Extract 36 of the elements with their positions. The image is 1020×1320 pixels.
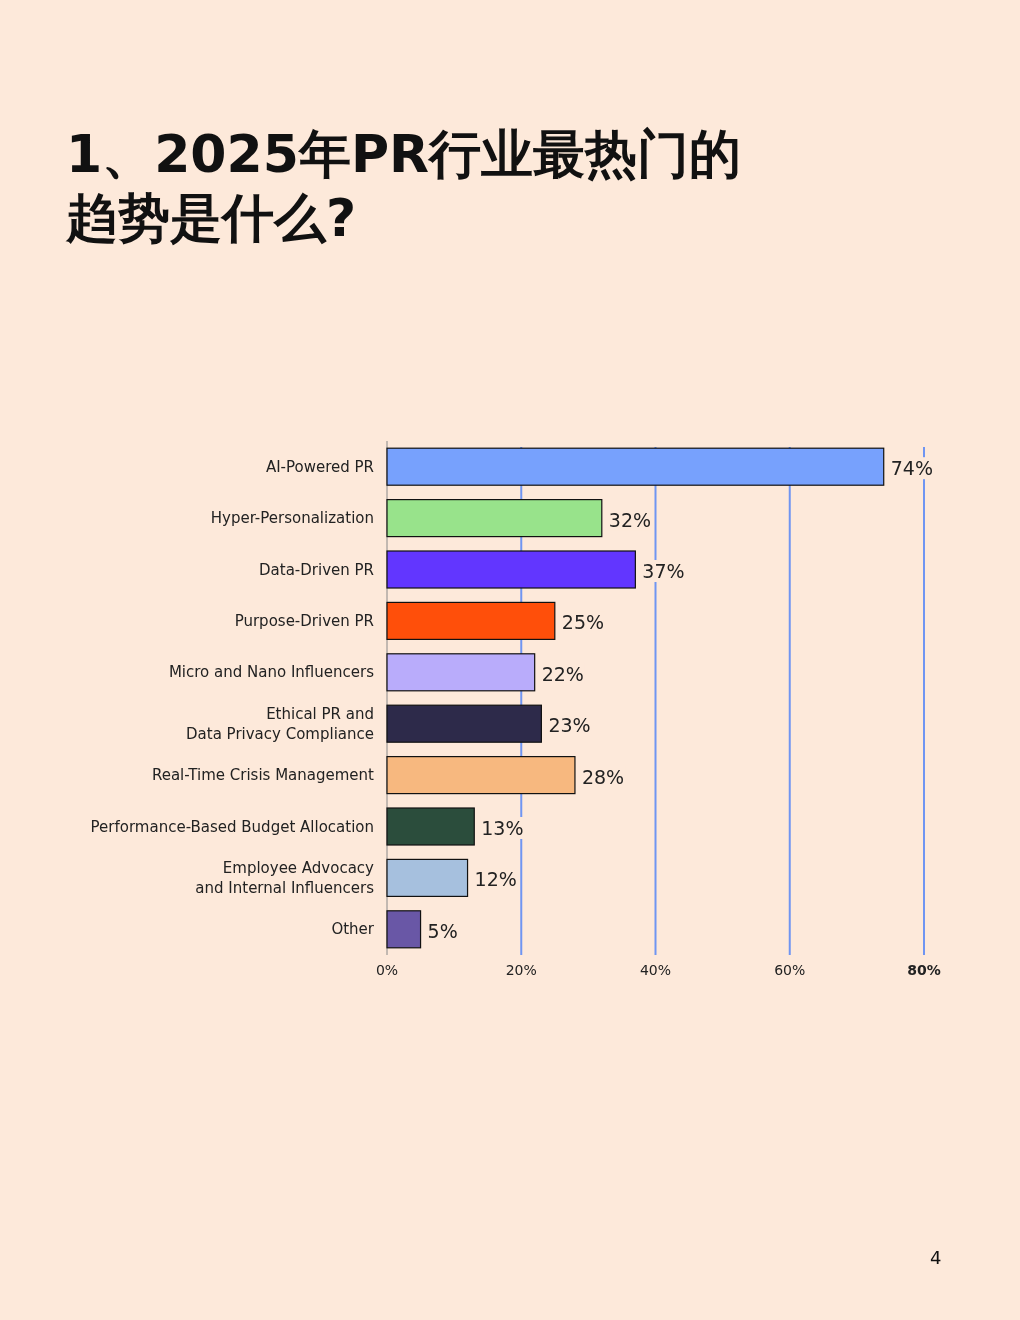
data-label: 32% bbox=[608, 508, 652, 531]
x-tick-label: 0% bbox=[375, 962, 399, 978]
y-tick-label: Hyper-Personalization bbox=[210, 509, 374, 528]
data-label: 28% bbox=[581, 765, 625, 788]
y-tick-label: Performance-Based Budget Allocation bbox=[90, 817, 374, 836]
data-label: 25% bbox=[561, 611, 605, 634]
y-tick-label: Purpose-Driven PR bbox=[234, 611, 374, 630]
bar bbox=[386, 910, 422, 949]
data-label: 37% bbox=[642, 560, 685, 582]
data-label: 22% bbox=[541, 662, 584, 685]
text: 4 bbox=[930, 1247, 942, 1268]
x-tick-label: 20% bbox=[505, 962, 537, 978]
x-tick-label: 40% bbox=[639, 962, 672, 978]
y-tick-label: Employee Advocacy and Internal Influencers bbox=[195, 858, 375, 897]
data-label: 12% bbox=[474, 868, 517, 891]
bar bbox=[386, 499, 603, 538]
bar bbox=[386, 807, 475, 846]
data-label: 23% bbox=[548, 714, 591, 737]
bar bbox=[386, 858, 469, 897]
x-tick-label: 60% bbox=[774, 962, 806, 978]
bar bbox=[386, 601, 556, 640]
data-label: 5% bbox=[427, 919, 458, 942]
y-tick-label: Ethical PR and Data Privacy Compliance bbox=[186, 704, 374, 743]
y-tick-label: AI-Powered PR bbox=[265, 457, 374, 476]
x-tick-label: 80% bbox=[907, 962, 941, 978]
chart-title: 1、2025年PR行业最热门的趋势是什么? bbox=[66, 123, 743, 250]
data-label: 13% bbox=[481, 817, 524, 839]
y-tick-label: Other bbox=[331, 920, 375, 939]
y-tick-label: Data-Driven PR bbox=[259, 560, 374, 579]
bar bbox=[386, 653, 536, 692]
y-tick-label: Micro and Nano Influencers bbox=[168, 663, 375, 682]
y-tick-label: Real-Time Crisis Management bbox=[151, 766, 375, 785]
bar bbox=[386, 704, 542, 743]
bar bbox=[386, 756, 576, 795]
data-label: 74% bbox=[890, 457, 933, 480]
bar bbox=[386, 550, 636, 589]
